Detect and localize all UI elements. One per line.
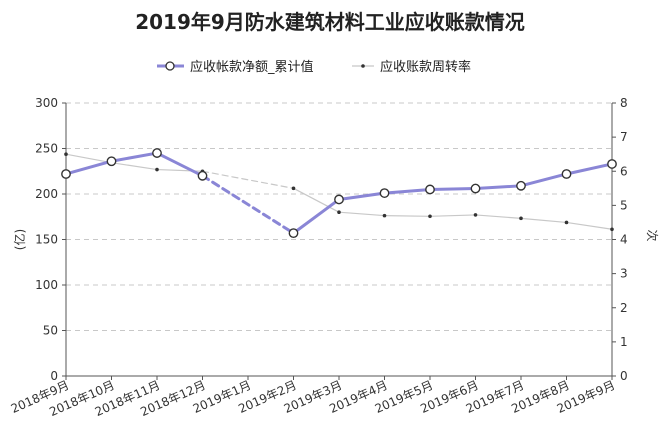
series-line-segment	[110, 162, 158, 171]
series-lines	[61, 148, 617, 239]
right-tick-label: 1	[620, 335, 628, 349]
data-point	[61, 169, 71, 179]
y2-axis-title: 次	[645, 229, 659, 241]
right-tick-label: 3	[620, 267, 628, 281]
data-point	[155, 167, 159, 172]
series-line-segment	[474, 184, 523, 191]
data-point	[470, 183, 481, 194]
series-line-segment	[565, 162, 614, 176]
right-tick-label: 4	[620, 233, 628, 247]
right-tick-label: 5	[620, 198, 628, 212]
series-line-segment	[519, 172, 568, 188]
left-tick-label: 250	[35, 142, 58, 156]
data-point	[473, 213, 478, 217]
data-point	[607, 159, 617, 169]
series-line-segment	[429, 214, 477, 217]
legend-label-net: 应收帐款净额_累计值	[190, 59, 314, 75]
legend-marker-net	[165, 61, 175, 71]
series-line-segment	[292, 197, 341, 235]
data-point	[64, 152, 68, 156]
series-line-segment	[428, 187, 477, 191]
data-point	[428, 214, 432, 219]
data-point	[610, 227, 614, 232]
data-point	[379, 188, 390, 198]
data-point	[334, 194, 344, 205]
left-tick-label: 300	[35, 96, 58, 110]
y-axis-title: (亿)	[12, 229, 27, 250]
right-tick-label: 8	[620, 96, 628, 110]
data-point	[425, 184, 435, 195]
series-line-segment	[383, 215, 431, 217]
data-point	[516, 180, 526, 191]
right-tick-label: 6	[620, 164, 628, 178]
series-line-segment	[338, 211, 386, 217]
axes: 0501001502002503000123456782018年9月2018年1…	[9, 96, 659, 419]
data-point	[152, 148, 162, 158]
right-tick-label: 2	[620, 301, 628, 315]
series-line-segment	[201, 170, 295, 189]
right-tick-label: 7	[620, 130, 628, 144]
series-line-segment	[155, 151, 204, 178]
data-point	[564, 220, 569, 225]
data-point	[519, 216, 523, 221]
series-line-segment	[474, 214, 522, 219]
series-line-segment	[337, 191, 386, 201]
series-line-segment	[64, 159, 113, 176]
left-tick-label: 200	[35, 187, 58, 201]
left-tick-label: 150	[35, 233, 58, 247]
data-point	[288, 228, 299, 239]
series-line-segment	[201, 174, 295, 235]
series-line-segment	[65, 153, 113, 164]
chart-title: 2019年9月防水建筑材料工业应收账款情况	[135, 10, 525, 34]
left-tick-label: 100	[35, 278, 58, 292]
data-point	[561, 169, 572, 179]
gridlines	[66, 102, 612, 331]
data-point	[291, 186, 296, 191]
series-line-segment	[383, 187, 432, 195]
legend-marker-turnover	[361, 64, 365, 68]
right-tick-label: 0	[620, 369, 628, 383]
series-line-segment	[110, 151, 159, 163]
data-point	[106, 156, 117, 167]
legend: 应收帐款净额_累计值 应收账款周转率	[157, 59, 471, 75]
legend-label-turnover: 应收账款周转率	[380, 59, 471, 75]
left-tick-label: 50	[43, 324, 58, 338]
data-point	[382, 213, 387, 218]
data-point	[197, 170, 208, 181]
data-point	[337, 210, 341, 214]
series-line-segment	[292, 187, 340, 213]
series-line-segment	[565, 221, 613, 230]
series-line-segment	[520, 217, 568, 224]
left-tick-label: 0	[50, 369, 58, 383]
